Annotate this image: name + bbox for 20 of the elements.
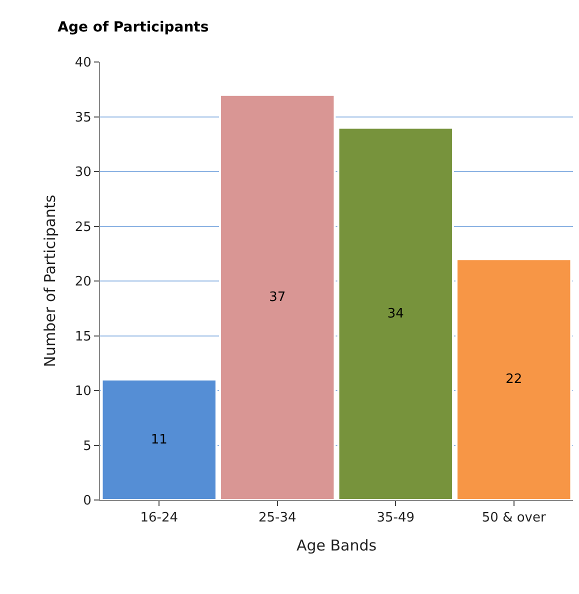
y-tick-label: 30 [74, 165, 92, 180]
y-tick-label: 35 [74, 110, 92, 126]
data-label: 22 [506, 372, 522, 388]
y-tick-label: 15 [74, 329, 92, 344]
x-tick-label: 16-24 [140, 510, 178, 526]
y-axis-title: Number of Participants [41, 194, 60, 368]
y-tick-label: 25 [74, 220, 92, 235]
y-tick-label: 40 [74, 56, 92, 71]
x-axis-title: Age Bands [296, 536, 377, 555]
chart-title: Age of Participants [58, 20, 209, 36]
y-tick-label: 5 [83, 438, 92, 454]
y-tick-label: 20 [74, 274, 92, 290]
y-tick-label: 10 [74, 384, 92, 400]
x-tick-label: 25-34 [258, 510, 296, 526]
data-label: 37 [269, 290, 286, 305]
data-label: 11 [150, 432, 168, 448]
x-tick-label: 35-49 [376, 510, 415, 526]
x-tick-label: 50 & over [482, 510, 546, 526]
y-tick-label: 0 [83, 494, 92, 509]
data-label: 34 [387, 306, 404, 322]
